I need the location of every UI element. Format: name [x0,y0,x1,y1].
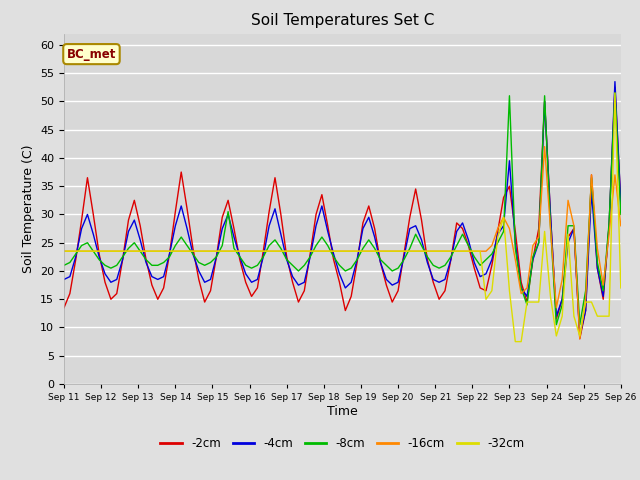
X-axis label: Time: Time [327,405,358,418]
Y-axis label: Soil Temperature (C): Soil Temperature (C) [22,144,35,273]
Legend: -2cm, -4cm, -8cm, -16cm, -32cm: -2cm, -4cm, -8cm, -16cm, -32cm [156,433,529,455]
Title: Soil Temperatures Set C: Soil Temperatures Set C [251,13,434,28]
Text: BC_met: BC_met [67,48,116,60]
